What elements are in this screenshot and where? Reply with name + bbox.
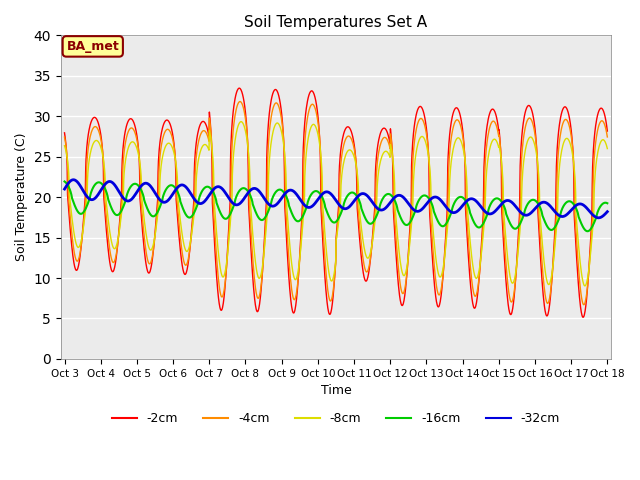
-2cm xyxy=(604,128,611,134)
-16cm xyxy=(604,200,611,206)
-2cm xyxy=(243,119,250,125)
-4cm xyxy=(580,302,588,308)
-32cm xyxy=(70,177,77,182)
-16cm xyxy=(539,214,547,219)
-2cm xyxy=(61,130,68,136)
X-axis label: Time: Time xyxy=(321,384,351,397)
-8cm xyxy=(581,283,589,289)
-8cm xyxy=(61,143,68,148)
Line: -32cm: -32cm xyxy=(65,180,607,218)
-8cm xyxy=(168,144,176,150)
-32cm xyxy=(540,199,547,205)
-4cm xyxy=(61,134,68,140)
-16cm xyxy=(61,179,68,184)
-32cm xyxy=(595,215,602,221)
Title: Soil Temperatures Set A: Soil Temperatures Set A xyxy=(244,15,428,30)
-16cm xyxy=(420,192,428,198)
-8cm xyxy=(540,251,547,256)
-16cm xyxy=(491,196,499,202)
-8cm xyxy=(243,132,250,138)
-2cm xyxy=(181,272,189,277)
-2cm xyxy=(540,292,547,298)
Y-axis label: Soil Temperature (C): Soil Temperature (C) xyxy=(15,133,28,262)
-32cm xyxy=(420,204,428,209)
-32cm xyxy=(243,192,250,198)
Line: -4cm: -4cm xyxy=(65,102,607,305)
-2cm xyxy=(579,314,587,320)
-4cm xyxy=(243,123,250,129)
-4cm xyxy=(236,99,244,105)
-16cm xyxy=(242,186,250,192)
-2cm xyxy=(492,110,499,116)
-32cm xyxy=(182,184,189,190)
-4cm xyxy=(492,120,499,126)
-32cm xyxy=(492,208,499,214)
-8cm xyxy=(181,246,189,252)
-4cm xyxy=(168,134,176,140)
-32cm xyxy=(61,186,68,192)
-16cm xyxy=(168,182,176,188)
Line: -2cm: -2cm xyxy=(65,88,607,317)
-16cm xyxy=(181,211,189,216)
Text: BA_met: BA_met xyxy=(67,40,119,53)
-2cm xyxy=(236,85,243,91)
-4cm xyxy=(540,275,547,280)
Line: -8cm: -8cm xyxy=(65,121,607,286)
Legend: -2cm, -4cm, -8cm, -16cm, -32cm: -2cm, -4cm, -8cm, -16cm, -32cm xyxy=(107,407,565,430)
-32cm xyxy=(168,192,176,197)
-16cm xyxy=(584,228,591,234)
-4cm xyxy=(181,262,189,268)
-8cm xyxy=(492,137,499,143)
-32cm xyxy=(604,209,611,215)
-8cm xyxy=(237,119,245,124)
-4cm xyxy=(420,121,428,127)
-8cm xyxy=(604,146,611,152)
-8cm xyxy=(420,136,428,142)
-4cm xyxy=(604,134,611,140)
Line: -16cm: -16cm xyxy=(65,181,607,231)
-2cm xyxy=(168,128,176,134)
-2cm xyxy=(420,113,428,119)
